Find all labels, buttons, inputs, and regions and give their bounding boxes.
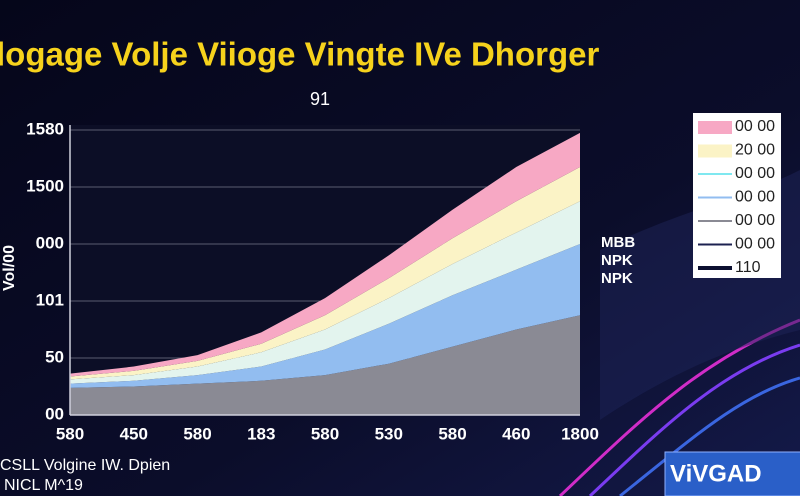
- x-tick-label: 530: [375, 424, 403, 443]
- badge-text: ViVGAD: [670, 460, 762, 487]
- legend-label: 110: [735, 259, 761, 276]
- x-tick-label: 460: [502, 424, 530, 443]
- legend-swatch: [698, 121, 732, 134]
- y-tick-label: 50: [45, 347, 64, 366]
- legend-swatch: [698, 144, 732, 158]
- y-tick-label: 000: [36, 233, 64, 252]
- y-tick-label: 101: [36, 290, 64, 309]
- y-axis-label: Vol/00: [1, 245, 18, 291]
- decor-swoosh: [619, 376, 800, 496]
- chart-title: logage Volje Viioge Vingte IVe Dhorger: [0, 36, 599, 73]
- x-tick-label: 580: [183, 424, 211, 443]
- decor-swoosh: [588, 343, 800, 496]
- annotation: MBB: [601, 234, 635, 251]
- annotation: NPK: [601, 252, 633, 269]
- x-tick-label: 580: [438, 424, 466, 443]
- legend-label: 00 00: [735, 165, 775, 182]
- footer-text: CSLL Volgine IW. Dpien: [0, 457, 170, 474]
- x-tick-label: 183: [247, 424, 275, 443]
- annotation: NPK: [601, 270, 633, 287]
- badge-box: [664, 451, 800, 496]
- area: [70, 315, 580, 415]
- chart-subtitle: 91: [310, 89, 330, 109]
- legend-label: 00 00: [735, 118, 775, 135]
- legend-box: [693, 113, 781, 278]
- area: [70, 201, 580, 384]
- y-tick-label: 1580: [26, 119, 64, 138]
- footer-text: NICL M^19: [4, 477, 83, 494]
- x-tick-label: 450: [120, 424, 148, 443]
- area: [70, 244, 580, 388]
- legend-label: 00 00: [735, 189, 775, 206]
- legend-label: 20 00: [735, 142, 775, 159]
- x-tick-label: 580: [56, 424, 84, 443]
- y-tick-label: 1500: [26, 176, 64, 195]
- legend-label: 00 00: [735, 212, 775, 229]
- legend-label: 00 00: [735, 236, 775, 253]
- y-tick-label: 00: [45, 404, 64, 423]
- x-tick-label: 580: [311, 424, 339, 443]
- x-tick-label: 1800: [561, 424, 599, 443]
